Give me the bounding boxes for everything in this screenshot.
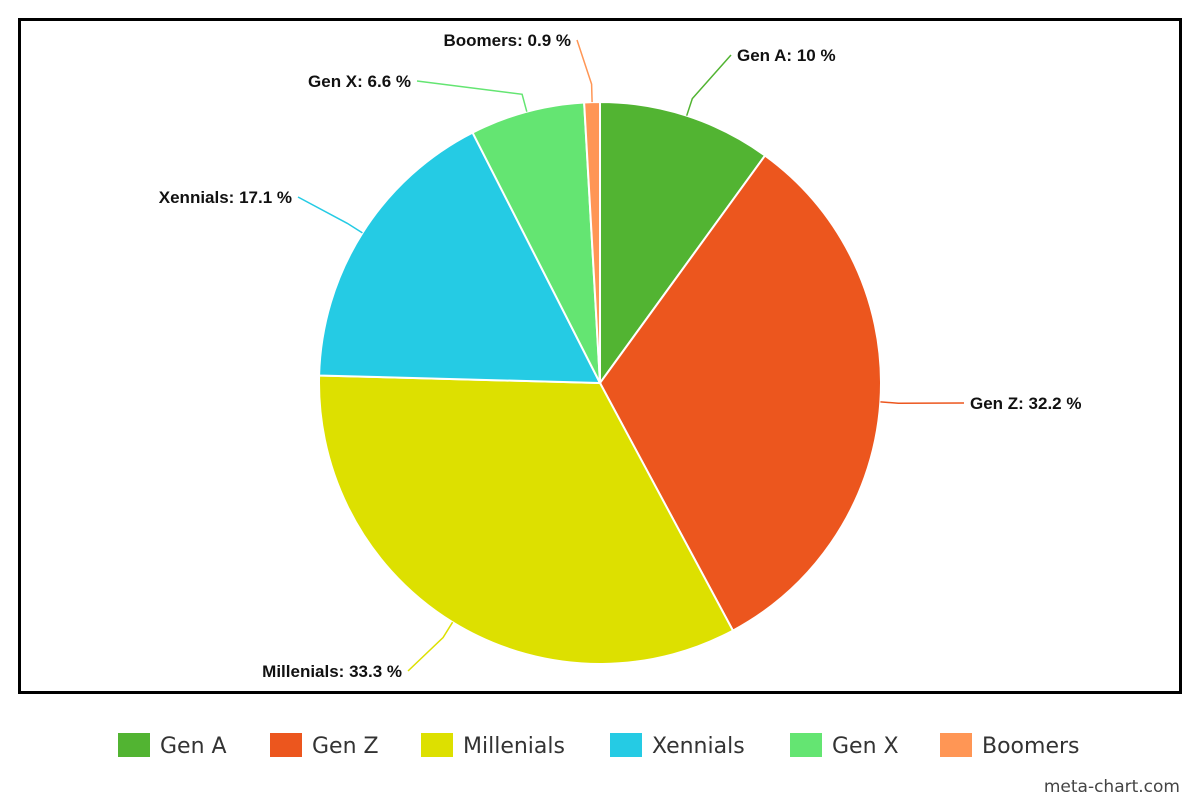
legend-label-gen-x: Gen X: [832, 734, 899, 759]
pie-slice-gen-x[interactable]: [471, 101, 601, 384]
pie-slices: [318, 100, 882, 665]
legend-item-gen-a[interactable]: Gen A: [118, 733, 227, 759]
legend-swatch-millenials: [421, 733, 453, 757]
slice-label-millenials: Millenials: 33.3 %: [262, 662, 402, 681]
pie-slice-xennials[interactable]: [318, 131, 602, 385]
legend-item-boomers[interactable]: Boomers: [940, 733, 1080, 759]
slice-label-gen-a: Gen A: 10 %: [737, 46, 836, 65]
legend-label-millenials: Millenials: [463, 734, 565, 759]
slice-label-boomers: Boomers: 0.9 %: [443, 31, 571, 50]
legend-item-gen-x[interactable]: Gen X: [790, 733, 899, 759]
slice-label-gen-z: Gen Z: 32.2 %: [970, 394, 1081, 413]
legend-item-gen-z[interactable]: Gen Z: [270, 733, 379, 759]
legend-item-millenials[interactable]: Millenials: [421, 733, 565, 759]
watermark-text: meta-chart.com: [1044, 777, 1180, 797]
slice-label-xennials: Xennials: 17.1 %: [159, 188, 292, 207]
leader-line-millenials: [407, 621, 454, 672]
pie-slice-boomers[interactable]: [583, 100, 601, 384]
legend-label-gen-z: Gen Z: [312, 734, 379, 759]
legend-item-xennials[interactable]: Xennials: [610, 733, 745, 759]
legend-swatch-gen-z: [270, 733, 302, 757]
legend-label-gen-a: Gen A: [160, 734, 227, 759]
leader-line-gen-x: [416, 80, 528, 112]
leader-line-gen-z: [880, 401, 965, 404]
slice-labels: Gen A: 10 % Gen Z: 32.2 % Millenials: 33.3…: [159, 31, 1082, 681]
pie-slice-millenials[interactable]: [318, 374, 735, 665]
pie-slice-gen-a[interactable]: [599, 100, 767, 387]
legend-swatch-gen-a: [118, 733, 150, 757]
slice-label-gen-x: Gen X: 6.6 %: [308, 72, 411, 91]
legend-swatch-gen-x: [790, 733, 822, 757]
legend-label-xennials: Xennials: [652, 734, 745, 759]
leader-line-xennials: [297, 196, 363, 234]
legend-label-boomers: Boomers: [982, 734, 1080, 759]
label-leader-lines: [297, 39, 965, 672]
leader-line-boomers: [576, 39, 593, 103]
legend-swatch-xennials: [610, 733, 642, 757]
legend-swatch-boomers: [940, 733, 972, 757]
legend: Gen A Gen Z Millenials Xennials Gen X Boomers: [118, 733, 1080, 759]
leader-line-gen-a: [685, 54, 732, 116]
